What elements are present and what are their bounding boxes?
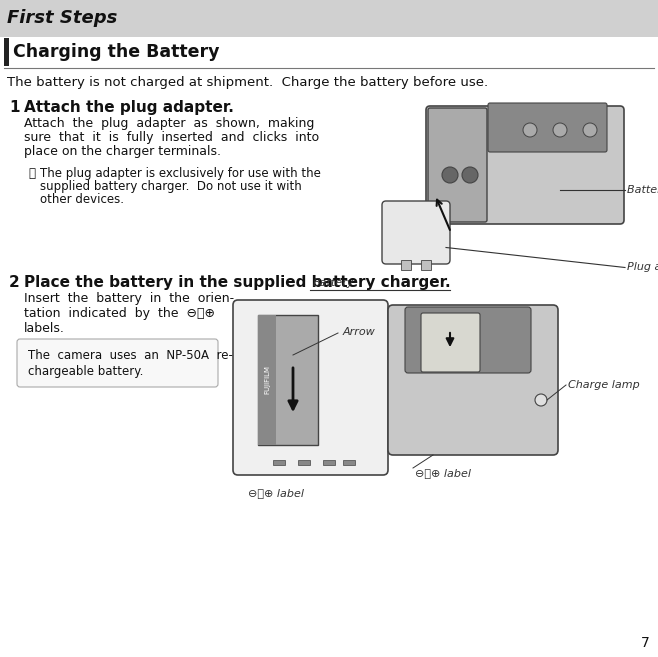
Bar [0, 0, 658, 37]
Bar [258, 315, 276, 445]
Text: Plug adapter: Plug adapter [627, 263, 658, 273]
FancyBboxPatch shape [421, 313, 480, 372]
Bar [273, 460, 285, 465]
Text: The  camera  uses  an  NP-50A  re-: The camera uses an NP-50A re- [28, 349, 233, 362]
Text: Attach the plug adapter.: Attach the plug adapter. [24, 100, 234, 115]
Bar [258, 315, 318, 445]
Text: sure  that  it  is  fully  inserted  and  clicks  into: sure that it is fully inserted and click… [24, 131, 319, 144]
Text: Charging the Battery: Charging the Battery [13, 43, 220, 61]
Text: chargeable battery.: chargeable battery. [28, 365, 143, 378]
Text: other devices.: other devices. [40, 193, 124, 206]
Text: 2: 2 [9, 275, 20, 290]
Text: Insert  the  battery  in  the  orien-: Insert the battery in the orien- [24, 292, 234, 305]
FancyBboxPatch shape [17, 339, 218, 387]
FancyBboxPatch shape [488, 103, 607, 152]
FancyBboxPatch shape [233, 300, 388, 475]
FancyBboxPatch shape [382, 201, 450, 264]
Bar [4, 38, 9, 66]
Text: place on the charger terminals.: place on the charger terminals. [24, 145, 221, 158]
Circle shape [553, 123, 567, 137]
Text: The plug adapter is exclusively for use with the: The plug adapter is exclusively for use … [40, 167, 321, 180]
Text: Battery: Battery [313, 278, 355, 288]
Text: The battery is not charged at shipment.  Charge the battery before use.: The battery is not charged at shipment. … [7, 76, 488, 89]
Text: First Steps: First Steps [7, 9, 117, 27]
Text: labels.: labels. [24, 322, 65, 335]
Circle shape [442, 167, 458, 183]
Bar [323, 460, 335, 465]
Text: Attach  the  plug  adapter  as  shown,  making: Attach the plug adapter as shown, making [24, 117, 315, 130]
Text: Battery charger: Battery charger [627, 185, 658, 195]
Circle shape [535, 394, 547, 406]
Circle shape [462, 167, 478, 183]
Text: FUJIFILM: FUJIFILM [264, 365, 270, 394]
Text: Arrow: Arrow [342, 327, 375, 337]
FancyBboxPatch shape [388, 305, 558, 455]
Bar [421, 260, 431, 270]
Circle shape [523, 123, 537, 137]
Text: supplied battery charger.  Do not use it with: supplied battery charger. Do not use it … [40, 180, 302, 193]
Bar [343, 460, 355, 465]
Text: 7: 7 [642, 636, 650, 650]
FancyBboxPatch shape [426, 106, 624, 224]
Text: ⊖ⓘ⊕ label: ⊖ⓘ⊕ label [415, 468, 471, 478]
Circle shape [583, 123, 597, 137]
Bar [401, 260, 411, 270]
Text: tation  indicated  by  the  ⊖ⓘ⊕: tation indicated by the ⊖ⓘ⊕ [24, 307, 215, 320]
Text: ⓘ: ⓘ [28, 167, 35, 180]
Bar [298, 460, 310, 465]
Text: ⊖ⓘ⊕ label: ⊖ⓘ⊕ label [248, 488, 304, 498]
Text: Charge lamp: Charge lamp [568, 380, 640, 390]
Text: 1: 1 [9, 100, 20, 115]
Text: Place the battery in the supplied battery charger.: Place the battery in the supplied batter… [24, 275, 451, 290]
FancyBboxPatch shape [428, 108, 487, 222]
FancyBboxPatch shape [405, 307, 531, 373]
